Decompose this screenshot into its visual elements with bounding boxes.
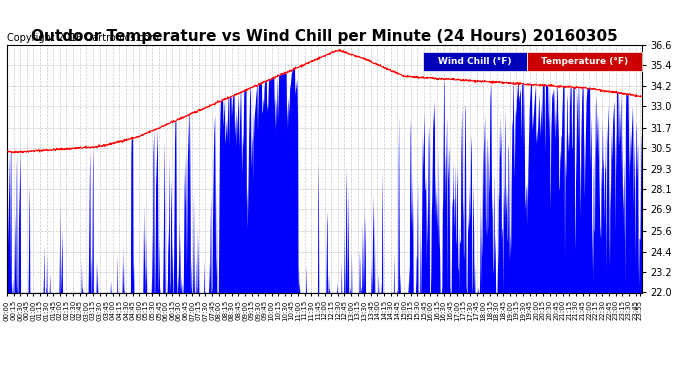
Title: Outdoor Temperature vs Wind Chill per Minute (24 Hours) 20160305: Outdoor Temperature vs Wind Chill per Mi…	[31, 29, 618, 44]
Text: Temperature (°F): Temperature (°F)	[541, 57, 628, 66]
FancyBboxPatch shape	[423, 53, 527, 71]
Text: Copyright 2016 Cartronics.com: Copyright 2016 Cartronics.com	[7, 33, 159, 42]
FancyBboxPatch shape	[527, 53, 642, 71]
Text: Wind Chill (°F): Wind Chill (°F)	[438, 57, 512, 66]
